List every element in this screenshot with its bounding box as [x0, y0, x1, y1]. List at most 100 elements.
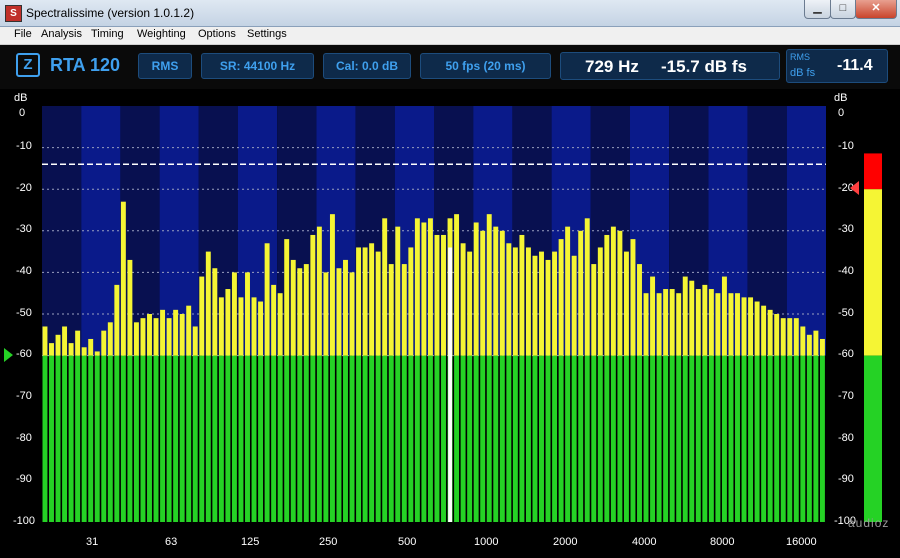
spectrum-bar-floor [565, 355, 571, 522]
y-tick-left-60: -60 [16, 348, 32, 360]
spectrum-bar-floor [643, 355, 649, 522]
spectrum-bar [114, 284, 120, 356]
calibration-button[interactable]: Cal: 0.0 dB [323, 53, 411, 79]
spectrum-bar [173, 309, 179, 356]
title-bar: S Spectralissime (version 1.0.1.2) ▁ □ ✕ [0, 0, 900, 27]
spectrum-bar-floor [153, 355, 159, 522]
spectrum-bar-floor [205, 355, 211, 522]
spectrum-bar-floor [793, 355, 799, 522]
y-tick-left-70: -70 [16, 390, 32, 402]
spectrum-bar [676, 293, 682, 356]
spectrum-bar [212, 268, 218, 356]
spectrum-bar [754, 301, 760, 356]
spectrum-bar-floor [212, 355, 218, 522]
spectrum-bar [630, 239, 636, 356]
spectrum-bar [493, 226, 499, 356]
spectrum-bar [55, 334, 61, 356]
minimize-button[interactable]: ▁ [804, 0, 831, 19]
spectrum-bar-floor [127, 355, 133, 522]
spectrum-bar [140, 318, 146, 356]
spectrum-bar [382, 218, 388, 356]
spectrum-bar [650, 276, 656, 356]
spectrum-bar-floor [231, 355, 237, 522]
menu-bar: File Analysis Timing Weighting Options S… [0, 27, 900, 45]
spectrum-bar [62, 326, 68, 356]
menu-settings[interactable]: Settings [247, 28, 287, 40]
menu-weighting[interactable]: Weighting [137, 28, 186, 40]
spectrum-bar [591, 264, 597, 356]
spectrum-bar [480, 230, 486, 356]
spectrum-bar-floor [702, 355, 708, 522]
spectrum-bar-floor [408, 355, 414, 522]
frame-rate-button[interactable]: 50 fps (20 ms) [420, 53, 551, 79]
y-tick-right-50: -50 [838, 307, 854, 319]
spectrum-bar-floor [395, 355, 401, 522]
spectrum-bar-floor [708, 355, 714, 522]
menu-options[interactable]: Options [198, 28, 236, 40]
spectrum-bar-floor [761, 355, 767, 522]
spectrum-bar-floor [199, 355, 205, 522]
spectrum-bar [545, 259, 551, 356]
spectrum-chart[interactable] [42, 106, 826, 522]
spectrum-bar-floor [584, 355, 590, 522]
spectrum-bar-floor [767, 355, 773, 522]
window-title: Spectralissime (version 1.0.1.2) [26, 6, 195, 20]
spectrum-bar [656, 293, 662, 356]
spectrum-bar-floor [617, 355, 623, 522]
cursor-frequency: 729 Hz [585, 57, 639, 76]
spectrum-bar-floor [545, 355, 551, 522]
watermark: audioz [848, 516, 890, 530]
spectrum-bar-floor [133, 355, 139, 522]
menu-analysis[interactable]: Analysis [41, 28, 82, 40]
spectrum-bar [721, 276, 727, 356]
y-tick-right-80: -80 [838, 432, 854, 444]
spectrum-bar [610, 226, 616, 356]
spectrum-bar [414, 218, 420, 356]
level-meter [864, 153, 882, 522]
menu-file[interactable]: File [14, 28, 32, 40]
x-tick-8000: 8000 [710, 536, 735, 548]
spectrum-bar [218, 297, 224, 356]
spectrum-bar [695, 289, 701, 356]
spectrum-bar-floor [610, 355, 616, 522]
rta-mode-label[interactable]: RTA 120 [50, 55, 121, 75]
spectrum-bar-floor [369, 355, 375, 522]
spectrum-bar [669, 289, 675, 356]
menu-timing[interactable]: Timing [91, 28, 124, 40]
spectrum-bar [303, 264, 309, 356]
spectrum-bar-floor [75, 355, 81, 522]
detector-button[interactable]: RMS [138, 53, 192, 79]
spectrum-bar [49, 343, 54, 356]
spectrum-bar-floor [774, 355, 780, 522]
sample-rate-button[interactable]: SR: 44100 Hz [201, 53, 314, 79]
spectrum-bar-floor [316, 355, 322, 522]
spectrum-bar [329, 214, 335, 356]
floor-marker-icon[interactable] [4, 348, 14, 362]
spectrum-bar [806, 334, 812, 356]
spectrum-bar-floor [525, 355, 531, 522]
spectrum-bar-floor [532, 355, 538, 522]
app-icon[interactable]: S [5, 5, 22, 22]
spectrum-bar [702, 284, 708, 356]
spectrum-bar-floor [382, 355, 388, 522]
spectrum-bar-floor [310, 355, 316, 522]
close-button[interactable]: ✕ [855, 0, 897, 19]
spectrum-bar-floor [186, 355, 192, 522]
spectrum-bar-floor [630, 355, 636, 522]
maximize-button[interactable]: □ [830, 0, 856, 19]
spectrum-bar-floor [623, 355, 629, 522]
spectrum-bar-floor [819, 355, 825, 522]
spectrum-bar-floor [552, 355, 558, 522]
spectrum-bar [290, 259, 296, 356]
spectrum-bar-floor [486, 355, 492, 522]
meter-threshold-marker-icon[interactable] [850, 181, 860, 195]
spectrum-bar [316, 226, 322, 356]
weighting-z-button[interactable]: Z [16, 53, 40, 77]
spectrum-bar [310, 234, 316, 356]
spectrum-bar [107, 322, 113, 356]
spectrum-bar [473, 222, 479, 356]
spectrum-bar-floor [81, 355, 87, 522]
spectrum-bar [623, 251, 629, 356]
spectrum-bar-floor [571, 355, 577, 522]
spectrum-bar-floor [375, 355, 381, 522]
